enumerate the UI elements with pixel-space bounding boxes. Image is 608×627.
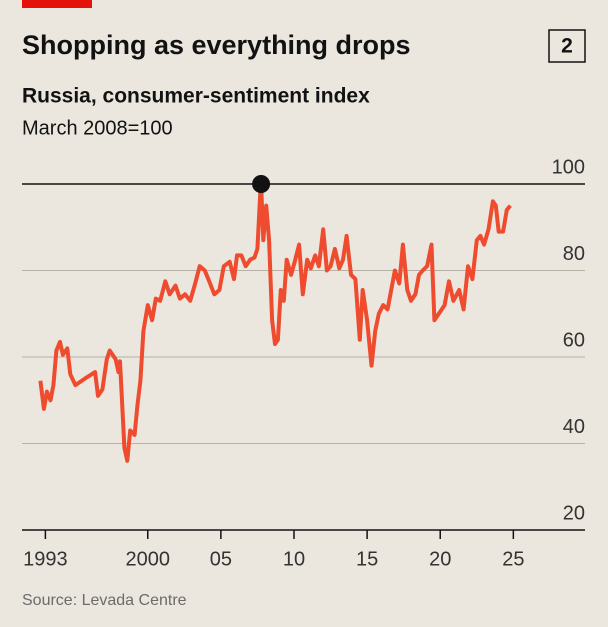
source: Source: Levada Centre [22,592,187,609]
chart-number: 2 [561,35,573,58]
y-tick-label: 20 [563,502,585,524]
unit-note: March 2008=100 [22,117,173,139]
x-tick-label: 10 [283,548,305,570]
y-tick-label: 60 [563,329,585,351]
chart-title: Shopping as everything drops [22,30,411,60]
y-tick-label: 40 [563,416,585,438]
x-tick-label: 05 [210,548,232,570]
peak-marker [252,175,271,193]
number-box [548,29,586,63]
x-tick-label: 1993 [23,548,68,570]
x-tick-label: 2000 [126,548,171,570]
accent-bar [22,0,92,8]
x-tick-label: 15 [356,548,378,570]
x-tick-label: 20 [429,548,451,570]
y-tick-label: 80 [563,243,585,265]
y-tick-label: 100 [552,156,585,178]
x-tick-label: 25 [502,548,524,570]
series-line [38,182,512,463]
subtitle: Russia, consumer-sentiment index [22,85,370,108]
